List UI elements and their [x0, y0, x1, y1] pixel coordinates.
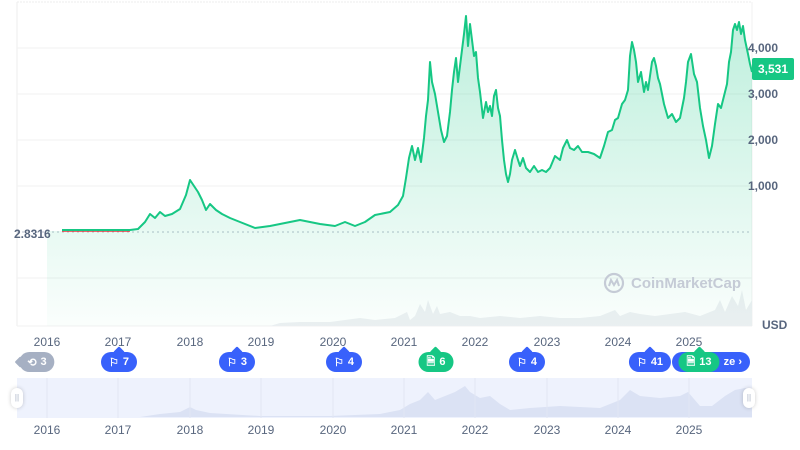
x-tick-label: 2017 — [104, 335, 132, 349]
pin-count: 4 — [530, 356, 537, 368]
pin-count: 41 — [650, 356, 664, 368]
price-line — [62, 15, 753, 231]
pin-count: 3 — [240, 356, 247, 368]
navigator-right-handle[interactable]: || — [743, 388, 755, 408]
navigator-x-tick-label: 2019 — [247, 423, 275, 437]
x-tick-label: 2023 — [533, 335, 561, 349]
flag-icon: ⚐ — [334, 356, 344, 369]
watermark-text: CoinMarketCap — [631, 274, 742, 292]
navigator-x-tick-label: 2021 — [390, 423, 418, 437]
current-price-badge: 3,531 — [752, 58, 794, 80]
x-tick-label: 2016 — [33, 335, 61, 349]
x-tick-label: 2019 — [247, 335, 275, 349]
y-tick-label: 2,000 — [748, 133, 779, 147]
x-tick-label: 2022 — [461, 335, 489, 349]
flag-icon: ⚐ — [517, 356, 527, 369]
range-navigator[interactable] — [17, 378, 752, 418]
y-tick-label: 1,000 — [748, 179, 779, 193]
x-tick-label: 2021 — [390, 335, 418, 349]
pin-count: 4 — [347, 356, 354, 368]
navigator-x-tick-label: 2025 — [675, 423, 703, 437]
x-tick-label: 2024 — [604, 335, 632, 349]
analyze-label: ze › — [723, 356, 742, 368]
flag-event-pin[interactable]: ⚐ 7 — [101, 352, 137, 372]
currency-label: USD — [762, 318, 788, 332]
navigator-left-handle[interactable]: || — [11, 388, 23, 408]
document-icon: 🗎 — [686, 355, 696, 368]
flag-icon: ⚐ — [109, 356, 119, 369]
navigator-x-tick-label: 2017 — [104, 423, 132, 437]
base-price-label: 2.8316 — [14, 227, 51, 241]
x-tick-label: 2018 — [176, 335, 204, 349]
navigator-x-tick-label: 2020 — [319, 423, 347, 437]
navigator-x-tick-label: 2018 — [176, 423, 204, 437]
document-icon: 🗎 — [426, 355, 436, 368]
navigator-x-tick-label: 2023 — [533, 423, 561, 437]
pin-count: 13 — [699, 356, 712, 368]
flag-event-pin[interactable]: ⚐ 4 — [509, 352, 545, 372]
pin-count: 6 — [439, 356, 446, 368]
y-tick-label: 4,000 — [748, 41, 779, 55]
document-event-pin[interactable]: 🗎 13 — [678, 352, 720, 372]
navigator-x-tick-label: 2022 — [461, 423, 489, 437]
x-tick-label: 2020 — [319, 335, 347, 349]
pin-count: 7 — [122, 356, 129, 368]
pin-count: 3 — [40, 356, 47, 368]
flag-icon: ⚐ — [636, 356, 647, 369]
x-tick-label: 2025 — [675, 335, 703, 349]
flag-event-pin[interactable]: ⚐ 41 — [628, 352, 672, 372]
watermark: CoinMarketCap — [603, 272, 741, 294]
navigator-x-tick-label: 2024 — [604, 423, 632, 437]
flag-icon: ⚐ — [227, 356, 237, 369]
price-area — [47, 16, 752, 326]
history-event-pin[interactable]: ⟲ 3 — [19, 352, 55, 372]
document-event-pin[interactable]: 🗎 6 — [418, 352, 454, 372]
flag-event-pin[interactable]: ⚐ 4 — [326, 352, 362, 372]
y-tick-label: 3,000 — [748, 87, 779, 101]
coinmarketcap-logo-icon — [603, 272, 625, 294]
history-icon: ⟲ — [27, 356, 37, 369]
flag-event-pin[interactable]: ⚐ 3 — [219, 352, 255, 372]
navigator-x-tick-label: 2016 — [33, 423, 61, 437]
